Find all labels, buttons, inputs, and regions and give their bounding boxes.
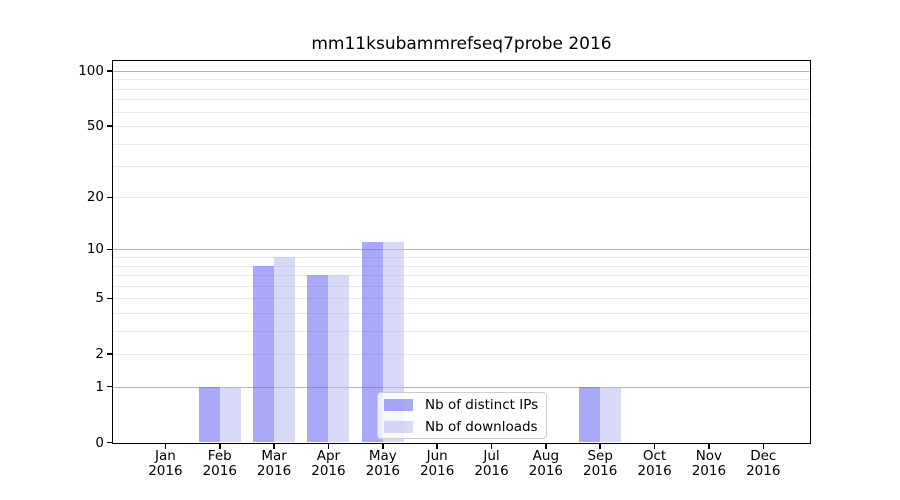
legend-row-distinct-ips: Nb of distinct IPs (384, 397, 546, 413)
y-tick-label: 2 (95, 346, 104, 363)
legend-label-downloads: Nb of downloads (425, 418, 538, 435)
y-tick-label: 10 (86, 241, 104, 258)
x-tick-label: Jan 2016 (148, 447, 183, 479)
x-tick-label: Dec 2016 (746, 447, 781, 479)
legend-swatch-distinct-ips (384, 398, 413, 411)
y-tick-label: 1 (95, 378, 104, 395)
x-tick-label: Sep 2016 (583, 447, 618, 479)
legend-row-downloads: Nb of downloads (384, 419, 546, 435)
x-tick-label: Oct 2016 (637, 447, 672, 479)
x-tick-label: Apr 2016 (311, 447, 346, 479)
x-tick-label: Feb 2016 (202, 447, 237, 479)
chart-title: mm11ksubammrefseq7probe 2016 (311, 34, 612, 54)
x-tick-label: Nov 2016 (691, 447, 727, 479)
x-tick-label: Jul 2016 (474, 447, 509, 479)
legend-swatch-downloads (384, 420, 413, 433)
x-tick-label: May 2016 (365, 447, 400, 479)
y-tick-label: 20 (86, 189, 104, 206)
x-tick-label: Jun 2016 (419, 447, 455, 479)
y-tick-label: 0 (95, 434, 104, 451)
x-tick-label: Mar 2016 (256, 447, 292, 479)
x-tick-label: Aug 2016 (528, 447, 564, 479)
legend-label-distinct-ips: Nb of distinct IPs (425, 396, 539, 413)
y-tick-label: 5 (95, 290, 104, 307)
plot-area-border (112, 60, 811, 444)
y-tick-label: 50 (86, 118, 104, 134)
y-tick-label: 100 (78, 63, 104, 79)
legend: Nb of distinct IPs Nb of downloads (377, 392, 547, 439)
